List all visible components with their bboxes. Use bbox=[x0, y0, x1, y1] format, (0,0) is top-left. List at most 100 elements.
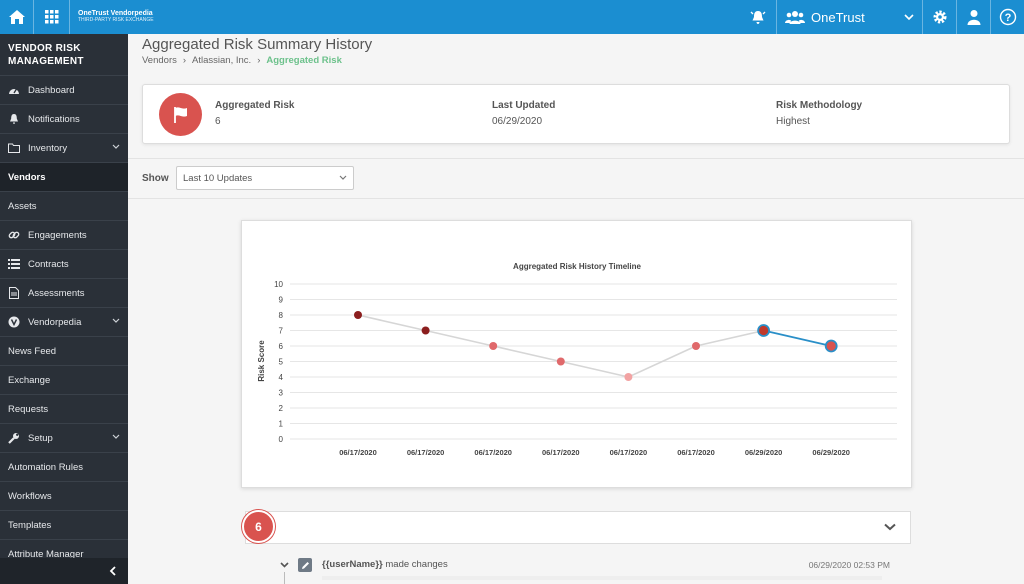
sidebar-item-news-feed[interactable]: News Feed bbox=[0, 337, 128, 366]
risk-flag-badge bbox=[159, 93, 202, 136]
svg-text:?: ? bbox=[1004, 12, 1011, 24]
last-updated-value: 06/29/2020 bbox=[492, 116, 543, 127]
y-tick-label: 6 bbox=[279, 342, 284, 351]
series-line-segment bbox=[493, 345, 561, 363]
app-switcher-button[interactable] bbox=[34, 0, 70, 34]
edit-icon bbox=[298, 558, 312, 572]
user-menu-button[interactable] bbox=[956, 0, 990, 34]
y-tick-label: 1 bbox=[279, 420, 284, 429]
divider bbox=[128, 158, 1024, 159]
y-tick-label: 4 bbox=[279, 373, 284, 382]
data-point bbox=[354, 311, 362, 319]
show-label: Show bbox=[142, 173, 169, 184]
alarm-bell-icon bbox=[750, 11, 766, 24]
question-circle-icon: ? bbox=[999, 8, 1016, 26]
org-name: OneTrust bbox=[811, 9, 865, 25]
page-title: Aggregated Risk Summary History bbox=[142, 36, 373, 53]
x-tick-label: 06/17/2020 bbox=[542, 448, 580, 457]
risk-methodology-value: Highest bbox=[776, 116, 810, 127]
breadcrumb-vendor[interactable]: Atlassian, Inc. bbox=[192, 55, 252, 66]
last-updated-field: Last Updated 06/29/2020 bbox=[492, 100, 556, 127]
change-timestamp: 06/29/2020 02:53 PM bbox=[808, 560, 890, 570]
chevron-down-icon[interactable] bbox=[280, 562, 289, 568]
sidebar-item-assessments[interactable]: Assessments bbox=[0, 279, 128, 308]
grid-icon bbox=[44, 10, 58, 24]
home-button[interactable] bbox=[0, 0, 34, 34]
show-select-value: Last 10 Updates bbox=[183, 172, 253, 184]
wrench-icon bbox=[8, 432, 20, 444]
chevron-down-icon[interactable] bbox=[884, 523, 896, 531]
sidebar-item-exchange[interactable]: Exchange bbox=[0, 366, 128, 395]
divider bbox=[128, 198, 1024, 199]
folder-icon bbox=[8, 142, 20, 154]
bell-icon bbox=[8, 113, 20, 125]
y-tick-label: 7 bbox=[279, 327, 284, 336]
sidebar-item-engagements[interactable]: Engagements bbox=[0, 221, 128, 250]
sidebar-item-workflows[interactable]: Workflows bbox=[0, 482, 128, 511]
sidebar-item-dashboard[interactable]: Dashboard bbox=[0, 76, 128, 105]
data-point bbox=[421, 326, 430, 335]
y-tick-label: 5 bbox=[279, 358, 284, 367]
y-tick-label: 0 bbox=[279, 435, 284, 444]
series-line-segment bbox=[763, 329, 832, 347]
home-icon bbox=[8, 10, 25, 24]
notifications-button[interactable] bbox=[740, 0, 776, 34]
data-point bbox=[556, 357, 565, 366]
sidebar-item-setup[interactable]: Setup bbox=[0, 424, 128, 453]
y-tick-label: 3 bbox=[279, 389, 284, 398]
chevron-down-icon bbox=[339, 175, 347, 180]
x-tick-label: 06/17/2020 bbox=[610, 448, 648, 457]
x-tick-label: 06/17/2020 bbox=[474, 448, 512, 457]
sidebar-item-vendorpedia[interactable]: Vendorpedia bbox=[0, 308, 128, 337]
gear-icon bbox=[933, 10, 946, 24]
y-tick-label: 9 bbox=[279, 296, 284, 305]
series-line-segment bbox=[425, 329, 494, 347]
settings-button[interactable] bbox=[922, 0, 956, 34]
dashboard-icon bbox=[8, 84, 20, 96]
breadcrumb-vendors[interactable]: Vendors bbox=[142, 55, 177, 66]
sidebar-item-templates[interactable]: Templates bbox=[0, 511, 128, 540]
sidebar-item-inventory[interactable]: Inventory bbox=[0, 134, 128, 163]
main-content: Aggregated Risk Summary History Vendors … bbox=[128, 34, 1024, 584]
y-tick-label: 10 bbox=[274, 280, 283, 289]
chevron-down-icon bbox=[112, 434, 120, 439]
history-entry-header[interactable] bbox=[245, 511, 911, 544]
top-bar: OneTrust Vendorpedia THIRD-PARTY RISK EX… bbox=[0, 0, 1024, 34]
risk-summary-card: Aggregated Risk 6 Last Updated 06/29/202… bbox=[142, 84, 1010, 144]
vendorpedia-icon bbox=[8, 316, 20, 328]
brand-logo[interactable]: OneTrust Vendorpedia THIRD-PARTY RISK EX… bbox=[78, 10, 154, 23]
sidebar-collapse-button[interactable] bbox=[0, 558, 128, 584]
breadcrumb: Vendors › Atlassian, Inc. › Aggregated R… bbox=[142, 55, 342, 66]
organization-selector[interactable]: OneTrust bbox=[776, 0, 922, 34]
series-line-segment bbox=[357, 314, 426, 332]
x-tick-label: 06/17/2020 bbox=[407, 448, 445, 457]
show-updates-select[interactable]: Last 10 Updates bbox=[176, 166, 354, 190]
risk-methodology-field: Risk Methodology Highest bbox=[776, 100, 863, 127]
aggregated-risk-field: Aggregated Risk 6 bbox=[215, 100, 295, 127]
chevron-down-icon bbox=[904, 14, 914, 21]
link-icon bbox=[8, 229, 20, 241]
help-button[interactable]: ? bbox=[990, 0, 1024, 34]
sidebar-item-notifications[interactable]: Notifications bbox=[0, 105, 128, 134]
data-point bbox=[824, 339, 838, 353]
user-icon bbox=[967, 10, 980, 25]
sidebar-item-vendors[interactable]: Vendors bbox=[0, 163, 128, 192]
data-point bbox=[624, 373, 633, 381]
sidebar-item-requests[interactable]: Requests bbox=[0, 395, 128, 424]
y-tick-label: 8 bbox=[279, 311, 284, 320]
list-icon bbox=[8, 258, 20, 270]
x-tick-label: 06/29/2020 bbox=[745, 448, 783, 457]
sidebar-item-assets[interactable]: Assets bbox=[0, 192, 128, 221]
data-point bbox=[489, 342, 498, 350]
risk-timeline-chart: Aggregated Risk History Timeline Risk Sco… bbox=[257, 262, 897, 457]
chart-title: Aggregated Risk History Timeline bbox=[513, 262, 641, 271]
y-tick-label: 2 bbox=[279, 404, 284, 413]
series-line-segment bbox=[560, 360, 629, 378]
breadcrumb-current: Aggregated Risk bbox=[266, 55, 342, 66]
sidebar-title: VENDOR RISK MANAGEMENT bbox=[0, 34, 128, 76]
flag-icon bbox=[173, 106, 187, 123]
risk-timeline-chart-card: Aggregated Risk History Timeline Risk Sco… bbox=[241, 220, 912, 488]
history-change-row: {{userName}} made changes 06/29/2020 02:… bbox=[280, 556, 890, 580]
sidebar-item-contracts[interactable]: Contracts bbox=[0, 250, 128, 279]
sidebar-item-automation-rules[interactable]: Automation Rules bbox=[0, 453, 128, 482]
